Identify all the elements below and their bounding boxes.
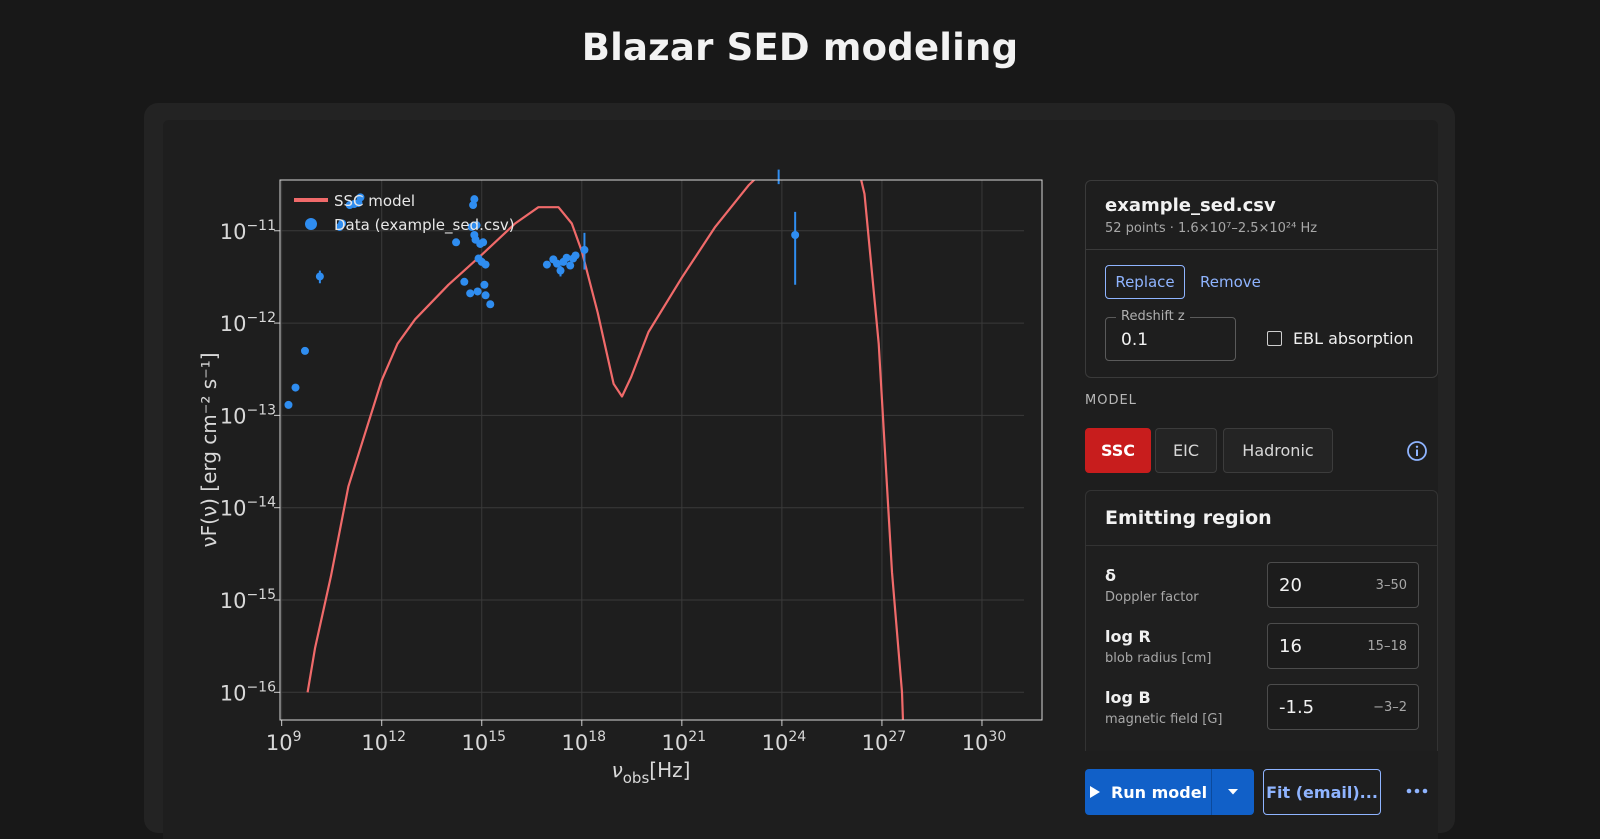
sed-chart-svg: 109 1012 1015 1018 1021 1024 1027 1030 10−11 10−1…	[197, 169, 1043, 787]
param-row-field: log B magnetic field [G] -1.5 −3–2	[1105, 684, 1420, 732]
data-point	[315, 272, 324, 281]
data-point	[466, 289, 475, 298]
data-point	[284, 400, 293, 409]
param-range: 15–18	[1367, 639, 1407, 654]
info-icon[interactable]	[1406, 440, 1428, 462]
data-point	[791, 230, 800, 239]
chart-legend: SSC model Data (example_sed.csv)	[294, 192, 515, 235]
model-option-hadronic[interactable]: Hadronic	[1223, 428, 1333, 473]
param-range: 3–50	[1375, 578, 1407, 593]
run-model-button[interactable]: Run model	[1085, 769, 1254, 815]
model-heading: MODEL	[1085, 393, 1137, 408]
more-horizontal-icon[interactable]	[1405, 781, 1429, 801]
page-title: Blazar SED modeling	[581, 26, 1019, 69]
replace-button[interactable]: Replace	[1105, 265, 1185, 299]
data-point	[479, 238, 488, 247]
run-model-main[interactable]: Run model	[1085, 769, 1211, 815]
divider	[1086, 249, 1437, 250]
emitting-region-card: Emitting region δ Doppler factor 20 3–50…	[1085, 490, 1438, 751]
legend-dot-swatch	[305, 218, 317, 230]
y-tick-label: 10−14	[220, 495, 276, 521]
y-tick-label: 10−16	[220, 679, 276, 705]
legend-label-data: Data (example_sed.csv)	[334, 216, 515, 235]
data-point	[562, 253, 571, 262]
redshift-value: 0.1	[1121, 330, 1149, 350]
x-tick-label: 1027	[862, 729, 907, 755]
param-name: δ	[1105, 566, 1116, 585]
play-icon	[1089, 786, 1100, 798]
chart-series	[284, 169, 905, 720]
x-tick-label: 1015	[461, 729, 506, 755]
data-point	[470, 195, 479, 204]
file-meta: 52 points · 1.6×10⁷–2.5×10²⁴ Hz	[1105, 221, 1318, 236]
data-point	[472, 221, 481, 230]
data-point	[552, 259, 561, 268]
chart-grid	[280, 180, 1024, 720]
y-tick-label: 10−15	[220, 587, 276, 613]
region-title: Emitting region	[1105, 507, 1272, 529]
plot-frame	[279, 179, 1043, 721]
data-point	[480, 280, 489, 289]
param-desc: Doppler factor	[1105, 590, 1199, 605]
data-point	[486, 300, 495, 309]
data-point	[481, 260, 490, 269]
ebl-checkbox[interactable]	[1267, 331, 1282, 346]
caret-down-icon	[1228, 789, 1238, 795]
param-value: 20	[1279, 575, 1302, 596]
sed-chart[interactable]: 109 1012 1015 1018 1021 1024 1027 1030 10−11 10−1…	[180, 160, 1060, 800]
run-options-dropdown[interactable]	[1212, 769, 1254, 815]
run-model-label: Run model	[1110, 782, 1208, 802]
param-row-radius: log R blob radius [cm] 16 15–18	[1105, 623, 1420, 671]
redshift-field[interactable]: Redshift z 0.1	[1105, 309, 1236, 361]
legend-label-model: SSC model	[334, 192, 415, 210]
x-axis-label: νobs[Hz]	[612, 758, 691, 787]
magnetic-field-input[interactable]: -1.5 −3–2	[1267, 684, 1419, 730]
x-tick-label: 1021	[662, 729, 707, 755]
divider	[1086, 545, 1437, 546]
data-point	[338, 219, 347, 228]
y-axis-label: νF(ν) [erg cm⁻² s⁻¹]	[197, 352, 221, 547]
data-point	[356, 193, 365, 202]
chart-ticks: 109 1012 1015 1018 1021 1024 1027 1030 10−11 10−1…	[220, 218, 1007, 755]
x-tick-label: 1012	[361, 729, 406, 755]
radius-input[interactable]: 16 15–18	[1267, 623, 1419, 669]
data-point	[580, 245, 589, 254]
data-point	[481, 291, 490, 300]
param-row-doppler: δ Doppler factor 20 3–50	[1105, 562, 1420, 610]
ssc-model-line	[306, 180, 905, 720]
data-point	[452, 238, 461, 247]
fit-email-button[interactable]: Fit (email)...	[1263, 769, 1381, 815]
param-value: 16	[1279, 636, 1302, 657]
param-name: log R	[1105, 627, 1151, 646]
param-desc: magnetic field [G]	[1105, 712, 1223, 727]
x-tick-label: 1018	[562, 729, 607, 755]
data-point	[291, 383, 300, 392]
x-tick-label: 1024	[762, 729, 807, 755]
param-range: −3–2	[1373, 700, 1407, 715]
data-point	[556, 266, 565, 275]
data-point	[571, 251, 580, 260]
y-tick-label: 10−13	[220, 402, 276, 428]
data-point	[473, 287, 482, 296]
divider	[1211, 769, 1212, 815]
remove-button[interactable]: Remove	[1200, 273, 1261, 291]
data-point	[542, 260, 551, 269]
doppler-input[interactable]: 20 3–50	[1267, 562, 1419, 608]
file-name: example_sed.csv	[1105, 195, 1276, 216]
param-value: -1.5	[1279, 697, 1315, 718]
data-point	[300, 346, 309, 355]
y-tick-label: 10−11	[220, 218, 276, 244]
y-tick-label: 10−12	[220, 310, 276, 336]
model-option-eic[interactable]: EIC	[1155, 428, 1217, 473]
ebl-label: EBL absorption	[1293, 329, 1414, 348]
data-point	[566, 261, 575, 270]
param-desc: blob radius [cm]	[1105, 651, 1212, 666]
model-option-ssc[interactable]: SSC	[1085, 428, 1151, 473]
x-tick-label: 1030	[962, 729, 1007, 755]
data-point	[460, 277, 469, 286]
x-tick-label: 109	[266, 729, 302, 755]
file-card: example_sed.csv 52 points · 1.6×10⁷–2.5×…	[1085, 180, 1438, 378]
param-name: log B	[1105, 688, 1151, 707]
redshift-label: Redshift z	[1116, 309, 1190, 324]
